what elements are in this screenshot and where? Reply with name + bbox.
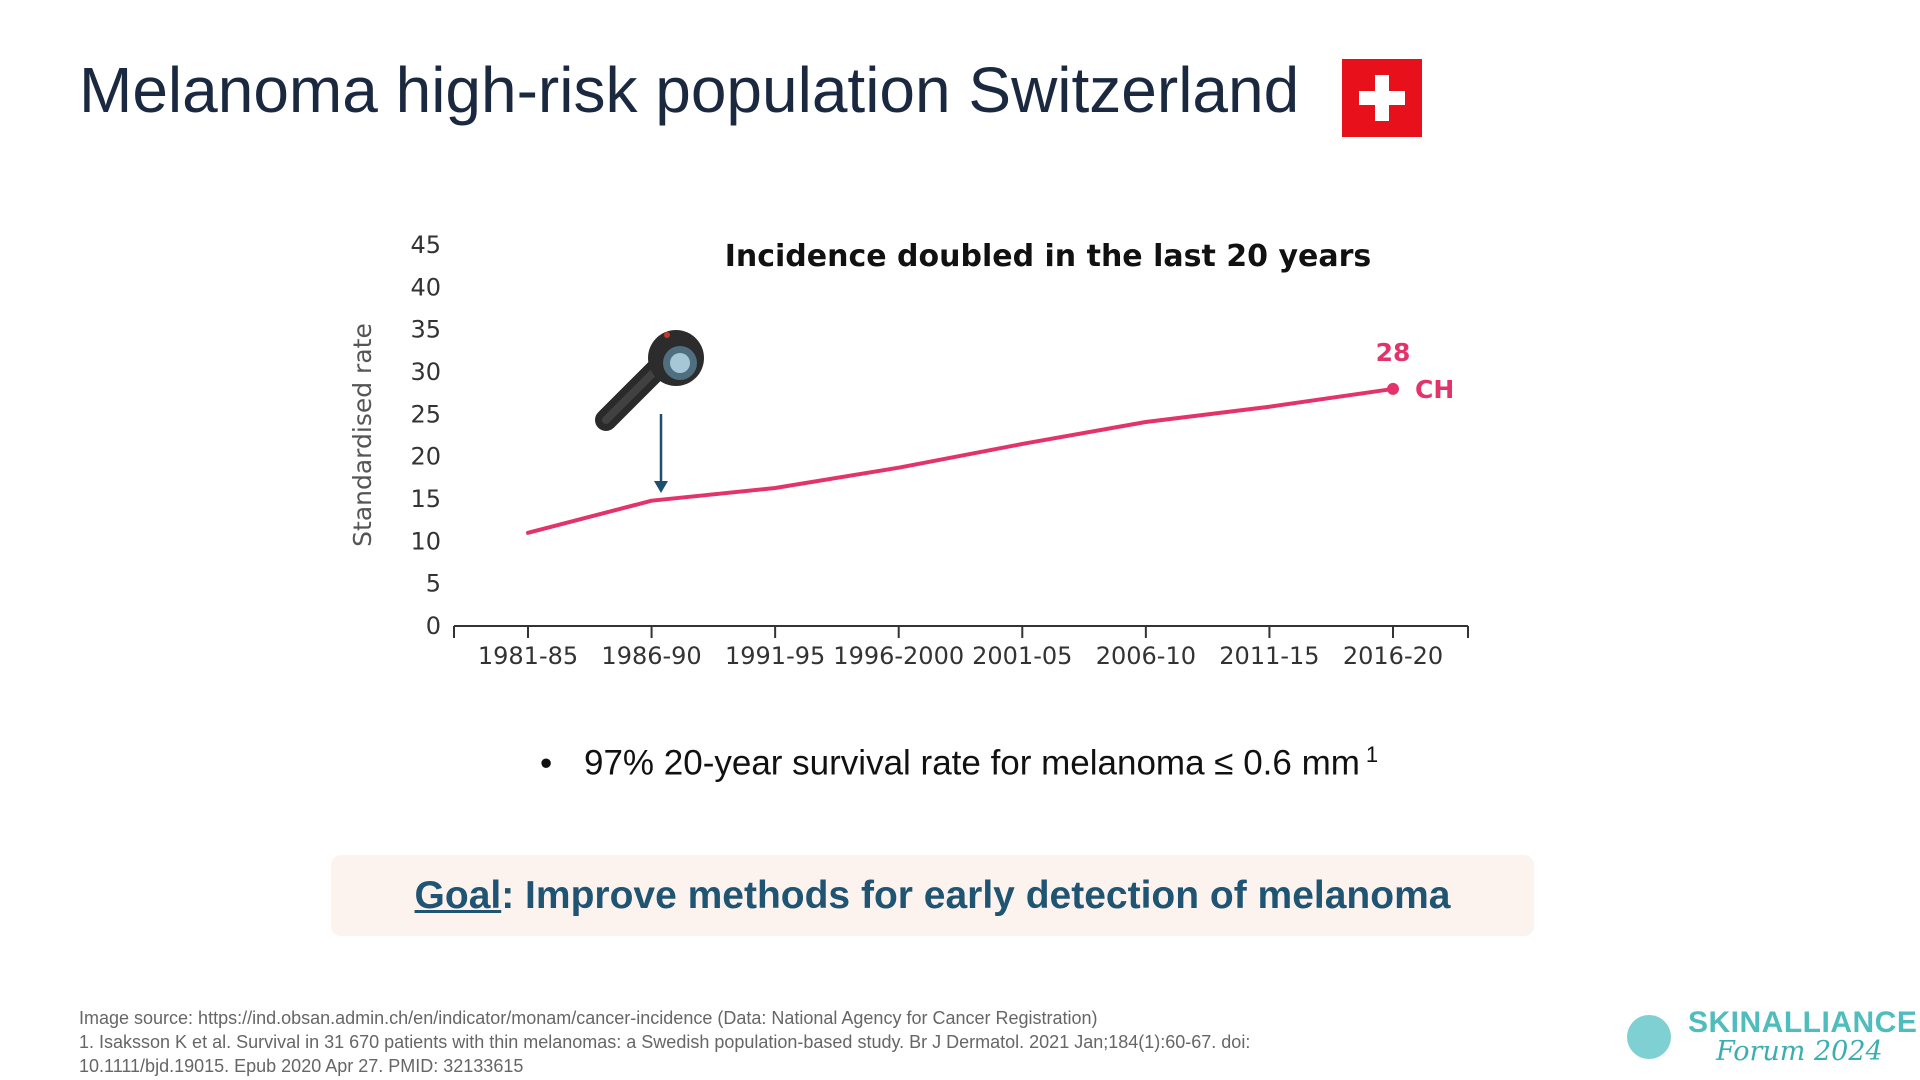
- goal-statement: Goal: Improve methods for early detectio…: [415, 874, 1451, 918]
- logo-name: SKINALLIANCE: [1688, 1006, 1918, 1039]
- x-tick-label: 2011-15: [1219, 642, 1319, 670]
- skinalliance-logo: SKINALLIANCE Forum 2024: [1624, 1006, 1917, 1068]
- series-name-label: CH: [1415, 375, 1454, 404]
- bullet-text: 97% 20-year survival rate for melanoma ≤…: [584, 743, 1360, 783]
- y-tick-label: 30: [410, 358, 441, 386]
- bullet-dot: •: [540, 743, 553, 783]
- swiss-flag-icon: [1342, 59, 1422, 137]
- goal-text: : Improve methods for early detection of…: [501, 873, 1451, 917]
- x-tick-label: 2001-05: [972, 642, 1072, 670]
- survival-bullet: • 97% 20-year survival rate for melanoma …: [540, 742, 1378, 784]
- y-tick-label: 15: [410, 485, 441, 513]
- logo-mark-icon: [1627, 1015, 1671, 1059]
- goal-box: Goal: Improve methods for early detectio…: [331, 855, 1534, 936]
- y-tick-label: 45: [410, 231, 441, 259]
- x-tick-label: 1996-2000: [833, 642, 964, 670]
- y-axis-label: Standardised rate: [348, 323, 377, 547]
- dermatoscope-icon: [595, 330, 704, 431]
- slide-title: Melanoma high-risk population Switzerlan…: [79, 54, 1300, 126]
- y-tick-label: 5: [426, 570, 441, 598]
- x-tick-label: 1981-85: [478, 642, 578, 670]
- bullet-ref: 1: [1365, 742, 1379, 767]
- series-end-point: [1387, 382, 1399, 395]
- annotation-arrowhead: [654, 481, 668, 493]
- x-tick-label: 1991-95: [725, 642, 825, 670]
- series-line-ch: [526, 386, 1395, 535]
- y-tick-label: 20: [410, 443, 441, 471]
- chart-title: Incidence doubled in the last 20 years: [725, 239, 1372, 274]
- footnote-reference: 1. Isaksson K et al. Survival in 31 670 …: [79, 1032, 1251, 1076]
- footnote-source: Image source: https://ind.obsan.admin.ch…: [79, 1008, 1098, 1028]
- x-tick-label: 1986-90: [601, 642, 701, 670]
- end-value-label: 28: [1376, 338, 1411, 367]
- logo-subtitle: Forum 2024: [1716, 1036, 1883, 1067]
- y-tick-label: 40: [410, 273, 441, 301]
- x-tick-label: 2006-10: [1096, 642, 1196, 670]
- x-tick-label: 2016-20: [1343, 642, 1443, 670]
- y-tick-label: 25: [410, 400, 441, 428]
- y-tick-label: 10: [410, 527, 441, 555]
- y-tick-label: 0: [426, 612, 441, 640]
- goal-label: Goal: [414, 873, 502, 917]
- footnotes: Image source: https://ind.obsan.admin.ch…: [79, 1006, 1349, 1078]
- y-tick-label: 35: [410, 316, 441, 344]
